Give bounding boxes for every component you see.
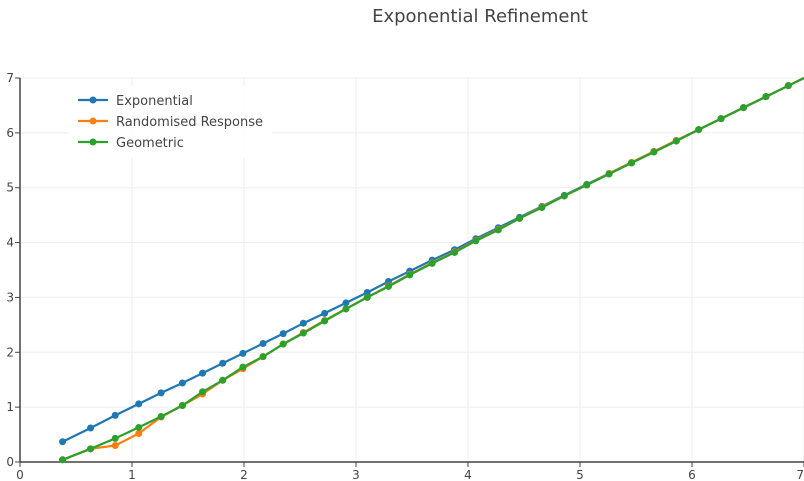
data-point <box>87 424 95 432</box>
data-point <box>472 237 480 245</box>
y-tick-label: 0 <box>6 455 14 469</box>
data-point <box>299 319 307 327</box>
data-point <box>178 379 186 387</box>
data-point <box>560 192 568 200</box>
data-point <box>740 104 748 112</box>
x-tick-label: 6 <box>688 468 696 481</box>
y-tick-label: 2 <box>6 345 14 359</box>
data-point <box>363 288 371 296</box>
x-tick-label: 0 <box>16 468 24 481</box>
chart-title: Exponential Refinement <box>372 6 588 27</box>
series-line <box>62 84 789 461</box>
legend-swatch-marker <box>89 96 97 104</box>
axes <box>15 77 804 467</box>
data-point <box>199 388 207 396</box>
data-point <box>135 423 143 431</box>
data-point <box>342 299 350 307</box>
data-point <box>762 93 770 101</box>
data-point <box>583 181 591 189</box>
x-tick-label: 7 <box>796 468 804 481</box>
x-tick-label: 1 <box>128 468 136 481</box>
data-point <box>259 340 267 348</box>
data-point <box>428 259 436 267</box>
y-tick-label: 1 <box>6 400 14 414</box>
data-point <box>628 159 636 167</box>
data-point <box>111 442 119 450</box>
data-point <box>384 282 392 290</box>
legend-label: Exponential <box>116 94 193 109</box>
data-point <box>239 349 247 357</box>
data-point <box>59 456 67 464</box>
data-point <box>363 293 371 301</box>
data-point <box>279 340 287 348</box>
data-point <box>157 412 165 420</box>
data-point <box>135 400 143 408</box>
data-point <box>321 309 329 317</box>
series-geometric <box>59 82 792 464</box>
data-point <box>157 389 165 397</box>
data-point <box>321 317 329 325</box>
series-layer <box>59 77 804 464</box>
data-point <box>650 148 658 156</box>
data-point <box>494 226 502 234</box>
legend-swatch-marker <box>89 117 97 125</box>
x-tick-label: 2 <box>240 468 248 481</box>
series-line-tail <box>787 77 804 87</box>
data-point <box>605 170 613 178</box>
data-point <box>219 359 227 367</box>
data-point <box>178 401 186 409</box>
data-point <box>59 438 67 446</box>
data-point <box>219 376 227 384</box>
data-point <box>135 429 143 437</box>
data-point <box>695 126 703 134</box>
legend-label: Geometric <box>116 136 184 151</box>
y-tick-label: 4 <box>6 236 14 250</box>
x-tick-label: 5 <box>576 468 584 481</box>
data-point <box>451 248 459 256</box>
legend-item[interactable]: Geometric <box>78 136 184 151</box>
y-tick-label: 7 <box>6 71 14 85</box>
legend-item[interactable]: Randomised Response <box>78 115 263 130</box>
legend-swatch-marker <box>89 138 97 146</box>
y-tick-label: 6 <box>6 126 14 140</box>
data-point <box>516 214 524 222</box>
data-point <box>111 411 119 419</box>
tick-labels: 0 1 2 3 4 5 6 7 0 1 2 3 4 5 6 7 <box>6 71 804 481</box>
data-point <box>299 329 307 337</box>
data-point <box>111 434 119 442</box>
legend-item[interactable]: Exponential <box>78 94 193 109</box>
legend[interactable]: Exponential Randomised Response Geometric <box>68 86 272 158</box>
data-point <box>279 330 287 338</box>
data-point <box>538 203 546 211</box>
legend-label: Randomised Response <box>116 115 263 130</box>
x-tick-label: 4 <box>464 468 472 481</box>
y-tick-label: 5 <box>6 181 14 195</box>
data-point <box>259 353 267 361</box>
y-tick-label: 3 <box>6 290 14 304</box>
data-point <box>199 369 207 377</box>
data-point <box>342 305 350 313</box>
x-tick-label: 3 <box>352 468 360 481</box>
data-point <box>239 363 247 371</box>
data-point <box>717 115 725 123</box>
data-point <box>87 445 95 453</box>
data-point <box>406 271 414 279</box>
data-point <box>672 137 680 145</box>
